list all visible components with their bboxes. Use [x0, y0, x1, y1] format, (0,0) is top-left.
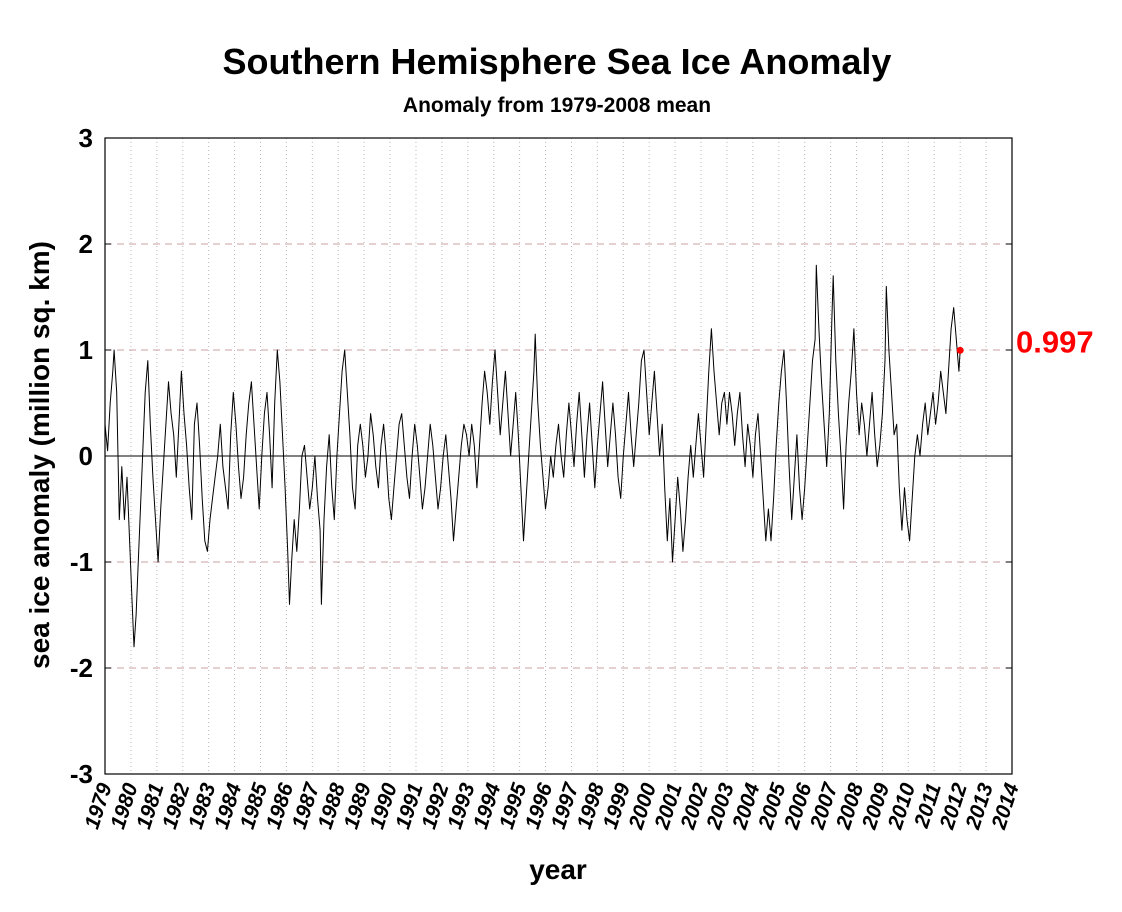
y-tick-label: -1 — [70, 547, 93, 577]
series-line — [104, 264, 961, 648]
y-tick-label: 0 — [79, 441, 93, 471]
y-tick-label: 2 — [79, 229, 93, 259]
y-axis-ticks: 3 2 1 0 -1 -2 -3 — [70, 123, 1012, 789]
chart-subtitle: Anomaly from 1979-2008 mean — [403, 94, 711, 117]
chart-title: Southern Hemisphere Sea Ice Anomaly — [223, 41, 892, 82]
y-tick-label: -3 — [70, 759, 93, 789]
y-tick-label: 1 — [79, 335, 93, 365]
x-axis-ticks: 1979198019811982198319841985198619871988… — [80, 779, 1023, 833]
y-axis-label: sea ice anomaly (million sq. km) — [24, 241, 55, 669]
series-layer — [104, 264, 961, 648]
x-axis-label: year — [529, 854, 587, 885]
latest-value-label: 0.997 — [1016, 324, 1094, 359]
y-tick-label: 3 — [79, 123, 93, 153]
y-tick-label: -2 — [70, 653, 93, 683]
latest-value-marker — [956, 346, 964, 354]
